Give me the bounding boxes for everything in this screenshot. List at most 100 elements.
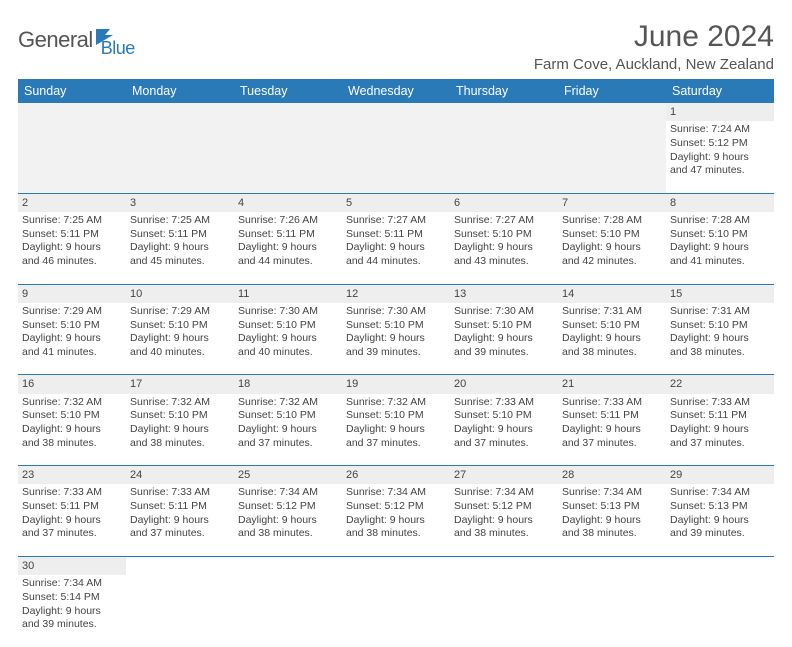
detail-line: Sunset: 5:13 PM (562, 500, 662, 514)
day-number-cell: 24 (126, 466, 234, 485)
detail-line: Daylight: 9 hours (238, 241, 338, 255)
detail-line: Sunset: 5:10 PM (130, 319, 230, 333)
detail-line: Daylight: 9 hours (670, 241, 770, 255)
detail-line: Sunset: 5:11 PM (238, 228, 338, 242)
detail-line: Sunrise: 7:25 AM (130, 214, 230, 228)
detail-line: and 44 minutes. (346, 255, 446, 269)
calendar-table: SundayMondayTuesdayWednesdayThursdayFrid… (18, 79, 774, 647)
day-number-cell: 13 (450, 284, 558, 303)
detail-line: Sunrise: 7:33 AM (130, 486, 230, 500)
weekday-header: Tuesday (234, 79, 342, 103)
detail-line: and 39 minutes. (22, 618, 122, 632)
detail-line: Sunrise: 7:24 AM (670, 123, 770, 137)
day-detail-cell: Sunrise: 7:34 AMSunset: 5:13 PMDaylight:… (666, 484, 774, 556)
detail-line: Sunset: 5:11 PM (130, 500, 230, 514)
detail-line: and 37 minutes. (346, 437, 446, 451)
day-number-row: 1 (18, 103, 774, 121)
day-number-cell: 19 (342, 375, 450, 394)
detail-line: Daylight: 9 hours (454, 514, 554, 528)
location-text: Farm Cove, Auckland, New Zealand (534, 56, 774, 73)
day-number-cell (234, 556, 342, 575)
detail-line: Sunset: 5:10 PM (22, 409, 122, 423)
detail-line: Sunrise: 7:34 AM (454, 486, 554, 500)
day-detail-cell: Sunrise: 7:24 AMSunset: 5:12 PMDaylight:… (666, 121, 774, 193)
detail-line: Sunset: 5:10 PM (562, 228, 662, 242)
day-detail-row: Sunrise: 7:29 AMSunset: 5:10 PMDaylight:… (18, 303, 774, 375)
detail-line: Sunrise: 7:34 AM (238, 486, 338, 500)
detail-line: Sunrise: 7:29 AM (22, 305, 122, 319)
page-title: June 2024 (534, 20, 774, 54)
day-number-cell: 22 (666, 375, 774, 394)
day-number-cell: 8 (666, 193, 774, 212)
detail-line: and 38 minutes. (238, 527, 338, 541)
detail-line: Sunset: 5:10 PM (670, 228, 770, 242)
detail-line: Sunrise: 7:32 AM (130, 396, 230, 410)
day-detail-cell: Sunrise: 7:33 AMSunset: 5:10 PMDaylight:… (450, 394, 558, 466)
detail-line: and 45 minutes. (130, 255, 230, 269)
detail-line: Sunrise: 7:29 AM (130, 305, 230, 319)
day-detail-cell (342, 575, 450, 647)
day-number-cell: 30 (18, 556, 126, 575)
day-detail-cell: Sunrise: 7:34 AMSunset: 5:12 PMDaylight:… (234, 484, 342, 556)
day-detail-cell (234, 575, 342, 647)
detail-line: Daylight: 9 hours (130, 332, 230, 346)
day-number-cell: 11 (234, 284, 342, 303)
day-number-cell: 2 (18, 193, 126, 212)
detail-line: Daylight: 9 hours (670, 423, 770, 437)
day-detail-row: Sunrise: 7:24 AMSunset: 5:12 PMDaylight:… (18, 121, 774, 193)
detail-line: Sunset: 5:10 PM (454, 319, 554, 333)
detail-line: Daylight: 9 hours (22, 514, 122, 528)
day-number-row: 23242526272829 (18, 466, 774, 485)
detail-line: and 47 minutes. (670, 164, 770, 178)
detail-line: Daylight: 9 hours (562, 332, 662, 346)
weekday-header-row: SundayMondayTuesdayWednesdayThursdayFrid… (18, 79, 774, 103)
detail-line: Sunset: 5:10 PM (346, 409, 446, 423)
day-detail-cell: Sunrise: 7:33 AMSunset: 5:11 PMDaylight:… (666, 394, 774, 466)
day-detail-cell: Sunrise: 7:32 AMSunset: 5:10 PMDaylight:… (342, 394, 450, 466)
day-detail-cell: Sunrise: 7:30 AMSunset: 5:10 PMDaylight:… (450, 303, 558, 375)
day-detail-cell (450, 575, 558, 647)
day-number-row: 9101112131415 (18, 284, 774, 303)
detail-line: and 37 minutes. (562, 437, 662, 451)
detail-line: and 46 minutes. (22, 255, 122, 269)
detail-line: Daylight: 9 hours (346, 241, 446, 255)
detail-line: and 38 minutes. (562, 527, 662, 541)
day-number-cell: 20 (450, 375, 558, 394)
day-number-cell: 10 (126, 284, 234, 303)
day-number-cell: 28 (558, 466, 666, 485)
day-number-cell: 7 (558, 193, 666, 212)
detail-line: Sunset: 5:10 PM (22, 319, 122, 333)
day-detail-cell: Sunrise: 7:32 AMSunset: 5:10 PMDaylight:… (234, 394, 342, 466)
detail-line: Daylight: 9 hours (238, 514, 338, 528)
day-detail-cell (126, 575, 234, 647)
detail-line: and 37 minutes. (22, 527, 122, 541)
detail-line: Sunrise: 7:33 AM (670, 396, 770, 410)
day-number-cell (342, 103, 450, 121)
detail-line: Daylight: 9 hours (22, 423, 122, 437)
detail-line: Daylight: 9 hours (22, 332, 122, 346)
detail-line: Daylight: 9 hours (562, 241, 662, 255)
weekday-header: Thursday (450, 79, 558, 103)
day-detail-row: Sunrise: 7:34 AMSunset: 5:14 PMDaylight:… (18, 575, 774, 647)
detail-line: Sunrise: 7:30 AM (454, 305, 554, 319)
day-detail-cell: Sunrise: 7:26 AMSunset: 5:11 PMDaylight:… (234, 212, 342, 284)
day-number-cell: 16 (18, 375, 126, 394)
detail-line: and 38 minutes. (22, 437, 122, 451)
day-detail-cell (126, 121, 234, 193)
day-number-cell (126, 103, 234, 121)
detail-line: Sunset: 5:13 PM (670, 500, 770, 514)
detail-line: Sunset: 5:11 PM (670, 409, 770, 423)
detail-line: Sunrise: 7:30 AM (238, 305, 338, 319)
day-detail-cell: Sunrise: 7:34 AMSunset: 5:12 PMDaylight:… (450, 484, 558, 556)
day-detail-cell (558, 121, 666, 193)
day-detail-cell: Sunrise: 7:32 AMSunset: 5:10 PMDaylight:… (18, 394, 126, 466)
logo-text-1: General (18, 27, 93, 53)
day-detail-cell: Sunrise: 7:31 AMSunset: 5:10 PMDaylight:… (558, 303, 666, 375)
day-number-cell (18, 103, 126, 121)
day-number-cell (666, 556, 774, 575)
detail-line: and 39 minutes. (454, 346, 554, 360)
header: General Blue June 2024 Farm Cove, Auckla… (18, 20, 774, 73)
detail-line: Daylight: 9 hours (670, 332, 770, 346)
detail-line: Sunrise: 7:32 AM (22, 396, 122, 410)
logo: General Blue (18, 20, 135, 59)
